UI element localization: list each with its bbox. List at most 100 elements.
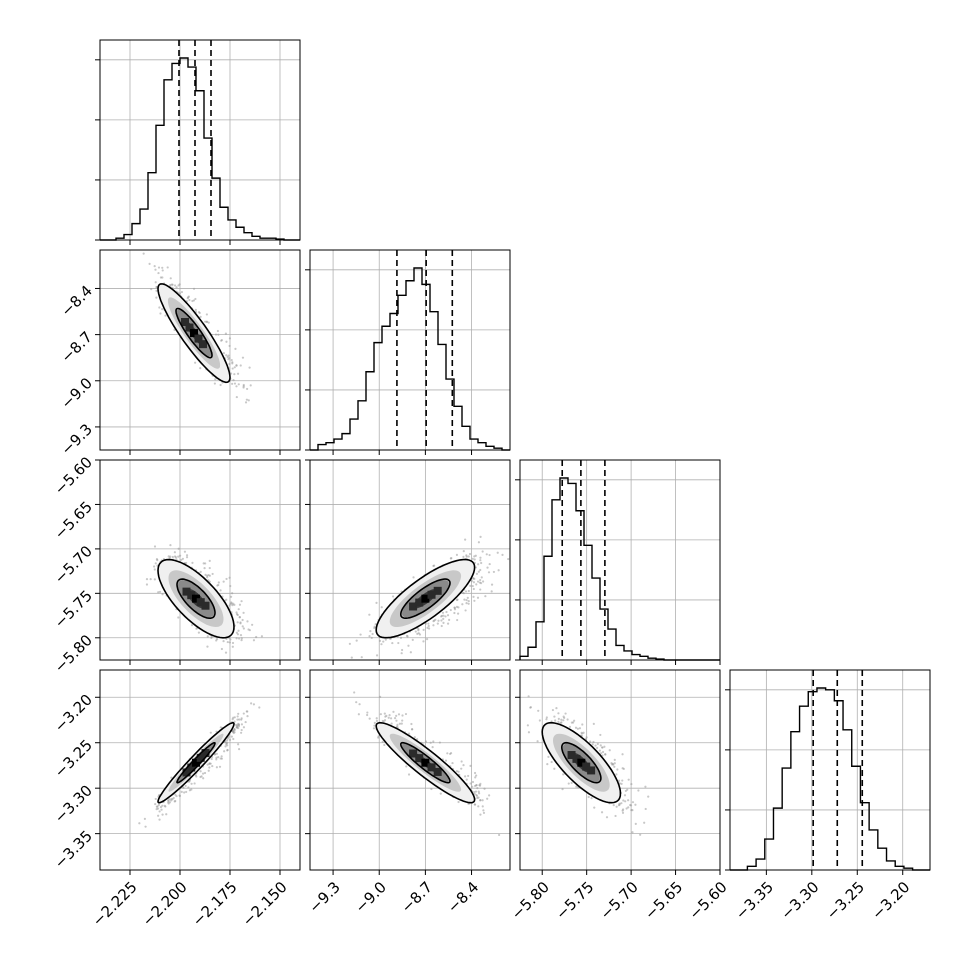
x-tick-label: −5.75 — [552, 878, 597, 923]
scatter-point — [161, 266, 164, 269]
scatter-point — [599, 744, 602, 747]
scatter-point — [449, 557, 452, 560]
scatter-point — [228, 738, 232, 741]
scatter-point — [438, 741, 441, 744]
scatter-point — [480, 561, 483, 565]
scatter-point — [214, 378, 217, 381]
scatter-point — [433, 619, 436, 622]
scatter-point — [199, 367, 202, 370]
scatter-point — [211, 572, 214, 576]
scatter-point — [368, 613, 371, 616]
scatter-point — [472, 595, 475, 598]
scatter-point — [154, 281, 157, 284]
scatter-point — [208, 574, 211, 577]
scatter-point — [383, 712, 386, 715]
scatter-point — [473, 803, 476, 806]
scatter-point — [629, 803, 632, 807]
scatter-point — [239, 621, 242, 624]
scatter-point — [456, 598, 459, 601]
scatter-point — [225, 340, 228, 343]
scatter-point — [527, 695, 530, 698]
density-peak-cell — [433, 586, 442, 595]
scatter-point — [239, 364, 242, 367]
scatter-point — [464, 609, 467, 612]
scatter-point — [225, 598, 228, 601]
panel-frame — [729, 669, 931, 871]
scatter-point — [252, 703, 256, 706]
density-peak-cell — [181, 318, 189, 326]
density-peak-cell — [199, 340, 207, 349]
scatter-point — [174, 793, 177, 796]
scatter-point — [391, 595, 395, 598]
scatter-point — [174, 799, 177, 803]
scatter-point — [373, 721, 376, 724]
scatter-point — [157, 803, 161, 807]
scatter-point — [444, 615, 447, 618]
scatter-point — [585, 736, 588, 739]
scatter-point — [240, 600, 243, 603]
scatter-point — [233, 382, 237, 385]
scatter-point — [204, 562, 207, 565]
scatter-point — [383, 719, 387, 722]
scatter-point — [355, 639, 358, 642]
scatter-point — [566, 718, 569, 721]
scatter-point — [233, 366, 236, 369]
scatter-point — [388, 714, 391, 717]
y-tick-label: −5.70 — [51, 542, 96, 587]
scatter-point — [237, 712, 240, 715]
density-peak-cell — [415, 754, 424, 763]
scatter-point — [161, 308, 164, 311]
scatter-point — [603, 745, 606, 748]
scatter-point — [242, 726, 246, 729]
scatter-point — [414, 630, 417, 633]
scatter-point — [627, 799, 630, 802]
scatter-point — [220, 339, 223, 342]
scatter-point — [449, 608, 452, 612]
scatter-point — [240, 731, 243, 734]
scatter-point — [622, 799, 625, 802]
scatter-point — [231, 641, 235, 645]
scatter-point — [478, 581, 481, 584]
scatter-point — [143, 817, 146, 821]
scatter-point — [446, 622, 450, 625]
density-peak-cell — [182, 768, 191, 777]
scatter-point — [246, 620, 249, 623]
scatter-point — [475, 572, 479, 575]
density-peak-cell — [196, 598, 205, 607]
scatter-point — [613, 765, 616, 768]
scatter-point — [155, 296, 158, 299]
scatter-point — [255, 635, 258, 639]
density-peak-cell — [201, 601, 210, 610]
scatter-point — [369, 630, 372, 633]
scatter-point — [401, 719, 404, 722]
scatter-point — [475, 794, 479, 797]
scatter-point — [142, 252, 145, 255]
scatter-point — [215, 752, 218, 755]
scatter-point — [473, 555, 476, 558]
scatter-point — [477, 805, 480, 808]
scatter-point — [231, 645, 234, 648]
scatter-point — [477, 570, 480, 573]
scatter-point — [527, 731, 531, 734]
scatter-point — [407, 732, 411, 735]
histogram-step — [730, 687, 930, 871]
scatter-point — [353, 661, 355, 663]
scatter-point — [476, 787, 479, 790]
contour-level-1 — [399, 741, 451, 784]
scatter-point — [457, 800, 460, 804]
x-tick-label: −8.4 — [444, 878, 482, 916]
scatter-point — [479, 568, 482, 572]
scatter-point — [160, 808, 163, 811]
scatter-point — [477, 790, 480, 793]
scatter-point — [228, 604, 231, 607]
scatter-point — [225, 739, 229, 742]
scatter-point — [480, 576, 483, 579]
histogram-panel-0 — [95, 39, 301, 245]
scatter-point — [473, 771, 477, 775]
density-peak-cell — [194, 334, 203, 343]
scatter-point — [467, 602, 470, 605]
scatter-point — [161, 813, 164, 816]
scatter-point — [486, 566, 489, 569]
scatter-point — [557, 717, 560, 720]
scatter-point — [183, 791, 186, 794]
